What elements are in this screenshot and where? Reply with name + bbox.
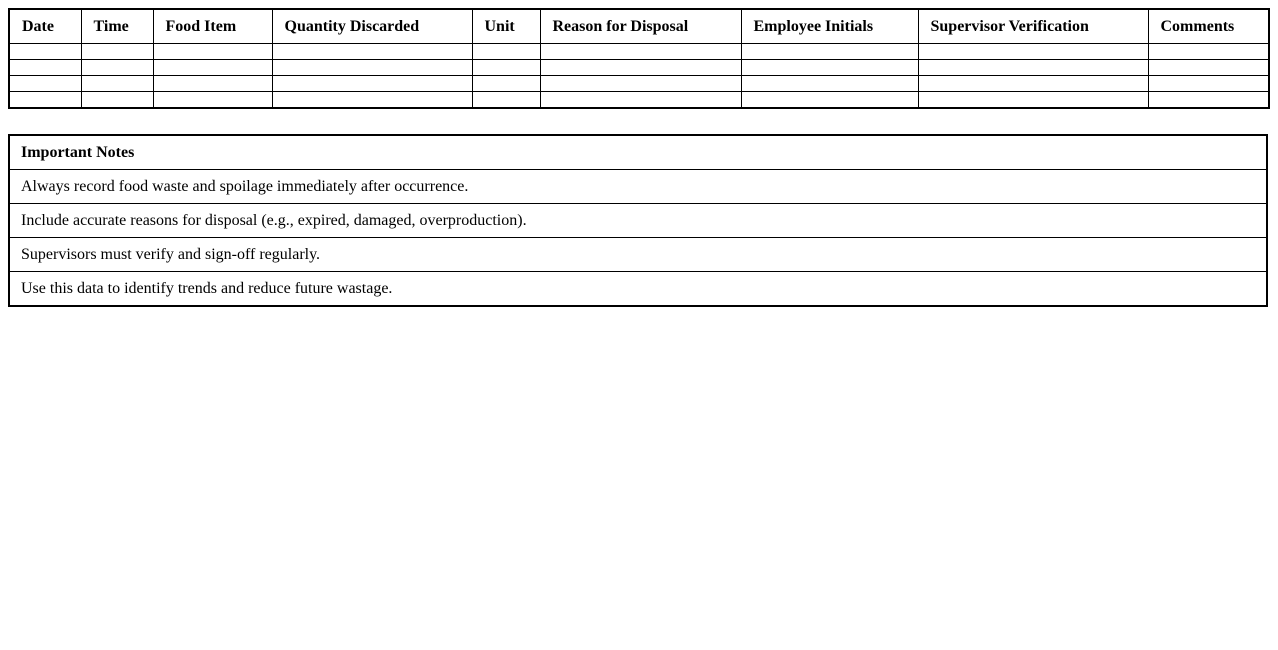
column-header-comments: Comments bbox=[1147, 8, 1270, 44]
log-empty-cell[interactable] bbox=[152, 75, 273, 92]
log-empty-row bbox=[8, 43, 1270, 60]
column-header-employee-initials: Employee Initials bbox=[740, 8, 919, 44]
log-empty-cell[interactable] bbox=[8, 43, 82, 60]
log-empty-row bbox=[8, 91, 1270, 109]
log-empty-cell[interactable] bbox=[1147, 59, 1270, 76]
log-empty-cell[interactable] bbox=[8, 75, 82, 92]
note-row: Include accurate reasons for disposal (e… bbox=[8, 203, 1268, 238]
log-empty-cell[interactable] bbox=[471, 43, 541, 60]
log-empty-cell[interactable] bbox=[539, 91, 742, 109]
log-empty-cell[interactable] bbox=[1147, 75, 1270, 92]
food-waste-log-table: Date Time Food Item Quantity Discarded U… bbox=[8, 8, 1270, 109]
column-header-unit: Unit bbox=[471, 8, 541, 44]
log-table-body bbox=[8, 43, 1270, 109]
log-empty-cell[interactable] bbox=[740, 59, 919, 76]
log-empty-cell[interactable] bbox=[539, 59, 742, 76]
log-empty-cell[interactable] bbox=[539, 43, 742, 60]
log-empty-cell[interactable] bbox=[917, 59, 1149, 76]
log-empty-cell[interactable] bbox=[917, 75, 1149, 92]
note-row: Use this data to identify trends and red… bbox=[8, 271, 1268, 307]
log-empty-cell[interactable] bbox=[152, 59, 273, 76]
note-item: Use this data to identify trends and red… bbox=[8, 271, 1268, 307]
log-empty-cell[interactable] bbox=[80, 75, 154, 92]
log-empty-cell[interactable] bbox=[271, 43, 473, 60]
document-content: Date Time Food Item Quantity Discarded U… bbox=[8, 8, 1270, 307]
note-row: Supervisors must verify and sign-off reg… bbox=[8, 237, 1268, 272]
log-empty-cell[interactable] bbox=[152, 91, 273, 109]
log-empty-cell[interactable] bbox=[539, 75, 742, 92]
notes-title: Important Notes bbox=[8, 134, 1268, 170]
note-item: Include accurate reasons for disposal (e… bbox=[8, 203, 1268, 238]
log-empty-cell[interactable] bbox=[80, 59, 154, 76]
log-empty-cell[interactable] bbox=[740, 91, 919, 109]
column-header-time: Time bbox=[80, 8, 154, 44]
log-empty-cell[interactable] bbox=[740, 43, 919, 60]
note-item: Supervisors must verify and sign-off reg… bbox=[8, 237, 1268, 272]
log-empty-cell[interactable] bbox=[271, 91, 473, 109]
log-empty-row bbox=[8, 59, 1270, 76]
log-empty-cell[interactable] bbox=[471, 75, 541, 92]
log-empty-cell[interactable] bbox=[8, 59, 82, 76]
column-header-supervisor-verification: Supervisor Verification bbox=[917, 8, 1149, 44]
log-empty-row bbox=[8, 75, 1270, 92]
log-empty-cell[interactable] bbox=[471, 59, 541, 76]
column-header-quantity-discarded: Quantity Discarded bbox=[271, 8, 473, 44]
column-header-food-item: Food Item bbox=[152, 8, 273, 44]
log-empty-cell[interactable] bbox=[271, 59, 473, 76]
notes-title-row: Important Notes bbox=[8, 134, 1268, 170]
column-header-reason-for-disposal: Reason for Disposal bbox=[539, 8, 742, 44]
log-empty-cell[interactable] bbox=[152, 43, 273, 60]
log-empty-cell[interactable] bbox=[8, 91, 82, 109]
log-empty-cell[interactable] bbox=[80, 91, 154, 109]
important-notes-table: Important Notes Always record food waste… bbox=[8, 134, 1268, 307]
log-empty-cell[interactable] bbox=[1147, 91, 1270, 109]
log-empty-cell[interactable] bbox=[740, 75, 919, 92]
log-empty-cell[interactable] bbox=[917, 43, 1149, 60]
column-header-date: Date bbox=[8, 8, 82, 44]
log-table-header-row: Date Time Food Item Quantity Discarded U… bbox=[8, 8, 1270, 44]
note-item: Always record food waste and spoilage im… bbox=[8, 169, 1268, 204]
log-empty-cell[interactable] bbox=[1147, 43, 1270, 60]
log-empty-cell[interactable] bbox=[917, 91, 1149, 109]
log-empty-cell[interactable] bbox=[271, 75, 473, 92]
note-row: Always record food waste and spoilage im… bbox=[8, 169, 1268, 204]
log-empty-cell[interactable] bbox=[80, 43, 154, 60]
log-empty-cell[interactable] bbox=[471, 91, 541, 109]
